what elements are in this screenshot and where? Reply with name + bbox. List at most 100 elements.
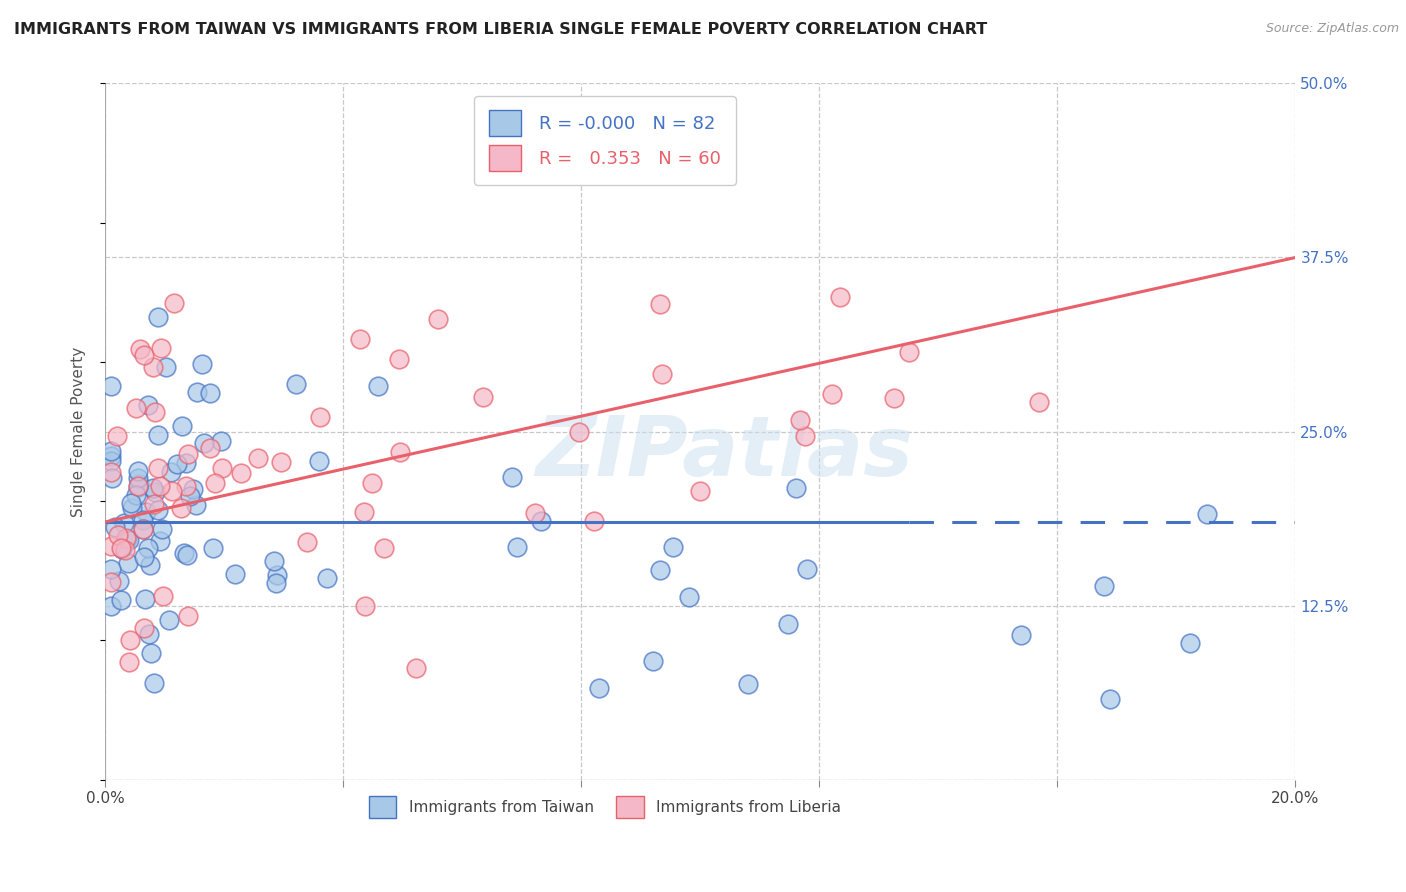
Point — [662, 541, 685, 555]
Point — [297, 535, 319, 549]
Point — [193, 436, 215, 450]
Point — [118, 533, 141, 547]
Point — [184, 499, 207, 513]
Point — [118, 655, 141, 669]
Point — [270, 455, 292, 469]
Point — [568, 425, 591, 440]
Point — [100, 449, 122, 463]
Point — [146, 461, 169, 475]
Y-axis label: Single Female Poverty: Single Female Poverty — [72, 346, 86, 516]
Point — [112, 516, 135, 530]
Point — [1092, 579, 1115, 593]
Point — [127, 480, 149, 494]
Point — [648, 563, 671, 577]
Point — [785, 481, 807, 495]
Point — [361, 476, 384, 491]
Point — [136, 398, 159, 412]
Point — [426, 311, 449, 326]
Point — [143, 405, 166, 419]
Point — [143, 676, 166, 690]
Point — [177, 608, 200, 623]
Point — [100, 379, 122, 393]
Point — [100, 574, 122, 589]
Point — [309, 410, 332, 425]
Point — [101, 471, 124, 485]
Point — [1028, 395, 1050, 409]
Point — [266, 568, 288, 582]
Point — [127, 479, 149, 493]
Point — [170, 501, 193, 516]
Point — [524, 506, 547, 520]
Point — [155, 359, 177, 374]
Point — [529, 514, 551, 528]
Point — [125, 488, 148, 502]
Point — [104, 520, 127, 534]
Point — [198, 441, 221, 455]
Legend: Immigrants from Taiwan, Immigrants from Liberia: Immigrants from Taiwan, Immigrants from … — [363, 790, 848, 824]
Point — [789, 413, 811, 427]
Point — [136, 541, 159, 555]
Point — [135, 505, 157, 519]
Point — [149, 534, 172, 549]
Point — [143, 485, 166, 500]
Point — [160, 484, 183, 499]
Point — [190, 357, 212, 371]
Point — [146, 427, 169, 442]
Point — [107, 429, 129, 443]
Point — [132, 522, 155, 536]
Point — [689, 484, 711, 499]
Point — [247, 451, 270, 466]
Point — [146, 503, 169, 517]
Point — [388, 445, 411, 459]
Point — [138, 626, 160, 640]
Point — [111, 542, 134, 557]
Point — [170, 419, 193, 434]
Point — [1098, 691, 1121, 706]
Point — [149, 341, 172, 355]
Point — [582, 514, 605, 528]
Point — [166, 458, 188, 472]
Point — [224, 566, 246, 581]
Point — [100, 465, 122, 479]
Point — [134, 591, 156, 606]
Point — [152, 589, 174, 603]
Text: ZIPatlas: ZIPatlas — [536, 412, 912, 493]
Point — [142, 359, 165, 374]
Point — [209, 434, 232, 448]
Point — [651, 368, 673, 382]
Point — [897, 345, 920, 359]
Point — [100, 454, 122, 468]
Point — [125, 401, 148, 415]
Point — [793, 428, 815, 442]
Point — [120, 496, 142, 510]
Point — [100, 540, 122, 554]
Point — [128, 342, 150, 356]
Point — [100, 444, 122, 458]
Point — [883, 391, 905, 405]
Point — [202, 541, 225, 555]
Point — [211, 460, 233, 475]
Point — [176, 447, 198, 461]
Point — [641, 654, 664, 668]
Text: Source: ZipAtlas.com: Source: ZipAtlas.com — [1265, 22, 1399, 36]
Point — [132, 621, 155, 635]
Point — [100, 562, 122, 576]
Point — [117, 557, 139, 571]
Point — [150, 522, 173, 536]
Point — [100, 599, 122, 613]
Point — [115, 531, 138, 545]
Point — [173, 546, 195, 560]
Point — [373, 541, 395, 555]
Text: IMMIGRANTS FROM TAIWAN VS IMMIGRANTS FROM LIBERIA SINGLE FEMALE POVERTY CORRELAT: IMMIGRANTS FROM TAIWAN VS IMMIGRANTS FRO… — [14, 22, 987, 37]
Point — [353, 504, 375, 518]
Point — [316, 571, 339, 585]
Point — [821, 387, 844, 401]
Point — [134, 550, 156, 565]
Point — [471, 390, 494, 404]
Point — [263, 554, 285, 568]
Point — [139, 558, 162, 572]
Point — [114, 543, 136, 558]
Point — [266, 576, 288, 591]
Point — [127, 464, 149, 478]
Point — [121, 500, 143, 515]
